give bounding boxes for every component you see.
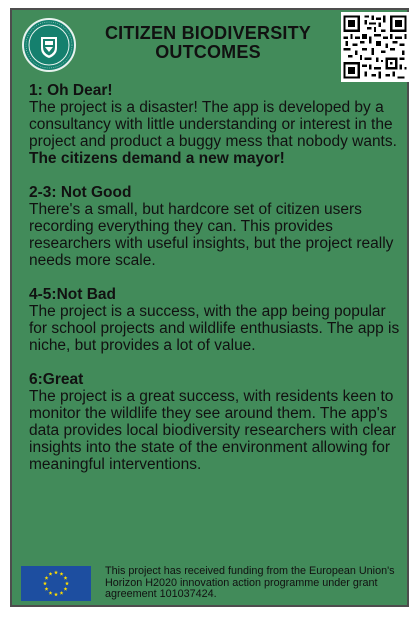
outcome-item: 4-5:Not Bad The project is a success, wi…	[29, 286, 404, 354]
outcome-item: 1: Oh Dear! The project is a disaster! T…	[29, 82, 404, 167]
outcome-heading: 4-5:Not Bad	[29, 286, 116, 303]
outcome-item: 6:Great The project is a great success, …	[29, 371, 404, 473]
outcome-heading: 6:Great	[29, 371, 84, 388]
eu-star-icon	[54, 592, 58, 597]
outcome-item: 2-3: Not Good There's a small, but hardc…	[29, 184, 404, 269]
title-line-2: OUTCOMES	[155, 42, 261, 62]
funding-footer: This project has received funding from t…	[21, 564, 405, 602]
eu-star-icon	[48, 571, 53, 576]
eu-star-icon	[54, 570, 58, 575]
eu-star-icon	[63, 586, 68, 591]
outcome-heading: 1: Oh Dear!	[29, 82, 113, 99]
eu-star-icon	[63, 575, 68, 580]
funding-statement: This project has received funding from t…	[105, 565, 395, 600]
eu-star-icon	[43, 581, 47, 586]
qr-code-icon	[341, 12, 409, 82]
outcome-heading: 2-3: Not Good	[29, 184, 132, 201]
eu-flag-icon	[21, 566, 91, 601]
outcome-emphasis: The citizens demand a new mayor!	[29, 150, 285, 167]
outcome-text: The project is a great success, with res…	[29, 388, 396, 473]
eu-star-icon	[59, 590, 64, 595]
eu-star-icon	[59, 571, 64, 576]
eu-star-icon	[48, 590, 53, 595]
outcomes-card: CITIZEN BIODIVERSITY OUTCOMES	[10, 8, 409, 607]
outcome-text: There's a small, but hardcore set of cit…	[29, 201, 394, 269]
outcome-text: The project is a success, with the app b…	[29, 303, 400, 354]
outcomes-list: 1: Oh Dear! The project is a disaster! T…	[29, 82, 404, 490]
outcome-text: The project is a disaster! The app is de…	[29, 99, 397, 150]
eu-star-icon	[44, 575, 49, 580]
title-line-1: CITIZEN BIODIVERSITY	[104, 23, 312, 43]
eu-star-icon	[65, 581, 69, 586]
eu-star-icon	[44, 586, 49, 591]
page-title: CITIZEN BIODIVERSITY OUTCOMES	[92, 24, 324, 62]
university-seal-icon	[22, 18, 76, 72]
